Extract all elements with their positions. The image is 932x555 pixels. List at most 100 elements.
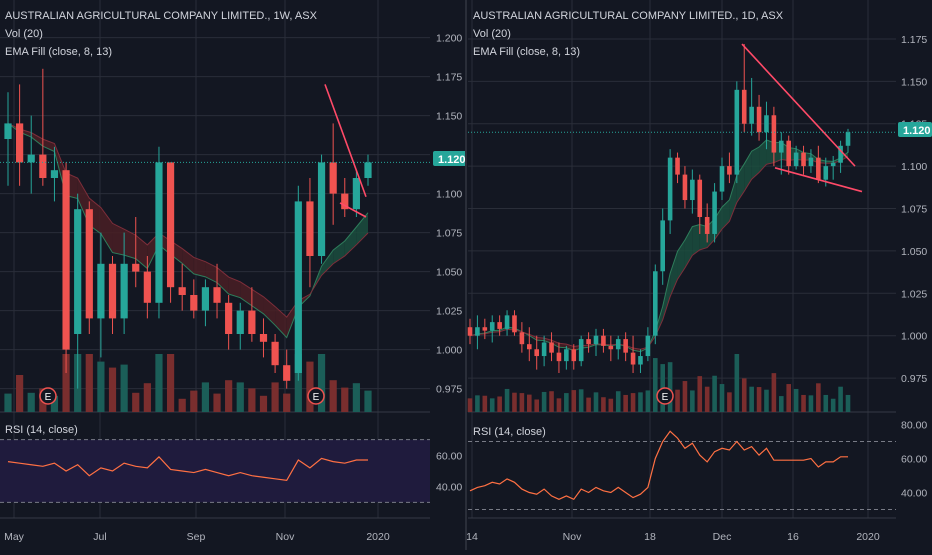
- right-volume-bar: [615, 391, 621, 412]
- right-volume-bars: [467, 354, 851, 412]
- right-candle-body: [556, 352, 562, 362]
- right-volume-bar: [497, 396, 502, 412]
- left-candle-body: [259, 334, 268, 342]
- right-volume-bar: [549, 391, 554, 412]
- left-trend-line: [324, 84, 367, 197]
- left-ema-segment: [344, 227, 357, 256]
- right-rsi-tick: 60.00: [901, 454, 927, 466]
- right-trend-line: [774, 167, 863, 193]
- right-volume-bar: [630, 393, 636, 412]
- right-candle-body: [645, 335, 651, 357]
- right-volume-bar: [489, 398, 495, 412]
- right-volume-bar: [727, 392, 732, 412]
- right-candle-body: [727, 166, 732, 175]
- left-volume-bar: [4, 393, 12, 412]
- left-candle-body: [120, 263, 128, 319]
- right-candle-body: [549, 342, 554, 353]
- right-chart-panel[interactable]: E AUSTRALIAN AGRICULTURAL COMPANY LIMITE…: [466, 0, 932, 543]
- left-time-axis[interactable]: May Jul Sep Nov 2020: [4, 531, 390, 543]
- left-volume-bar: [27, 392, 35, 412]
- left-volume-bar: [225, 380, 233, 412]
- right-candle-body: [741, 89, 747, 124]
- left-price-tick: 1.100: [436, 189, 462, 201]
- right-volume-bar: [771, 373, 777, 412]
- left-volume-bar: [155, 354, 163, 412]
- left-ema-segment: [135, 235, 148, 269]
- right-volume-bar: [593, 392, 599, 412]
- right-candle-body: [512, 315, 517, 333]
- right-candle-body: [697, 179, 703, 217]
- left-volume-bar: [166, 354, 175, 412]
- right-volume-bar: [749, 386, 754, 412]
- right-volume-bar: [578, 389, 584, 412]
- right-price-tick: 1.175: [901, 34, 927, 46]
- left-ema-segment: [275, 306, 287, 338]
- left-candle-body: [364, 162, 372, 178]
- right-volume-bar: [571, 390, 577, 412]
- right-candle-body: [801, 152, 806, 167]
- right-volume-bar: [756, 387, 762, 412]
- right-time-axis[interactable]: 14 Nov 18 Dec 16 2020: [466, 531, 880, 543]
- left-volume-bar: [271, 382, 279, 412]
- right-trend-lines: [741, 43, 863, 193]
- right-price-tick: 0.975: [901, 373, 927, 385]
- left-candle-body: [27, 154, 35, 163]
- right-volume-bar: [801, 394, 806, 412]
- right-candle-body: [623, 339, 628, 353]
- left-candle-body: [178, 287, 186, 295]
- left-last-price-text: 1.120: [438, 154, 466, 166]
- left-volume-bar: [50, 395, 59, 412]
- right-price-axis[interactable]: 1.1751.1501.1251.1001.0751.0501.0251.000…: [901, 34, 927, 385]
- left-trend-line: [339, 202, 367, 218]
- left-volume-bar: [341, 387, 349, 412]
- right-volume-bar: [793, 388, 799, 412]
- right-candle-body: [764, 115, 769, 133]
- right-rsi-pane[interactable]: RSI (14, close) 80.00 60.00 40.00: [468, 420, 927, 510]
- left-candles: [4, 68, 372, 389]
- left-ema-segment: [356, 212, 368, 245]
- left-rsi-axis: 60.00 40.00: [436, 450, 462, 493]
- right-volume-bar: [512, 392, 517, 412]
- left-time-tick: 2020: [366, 531, 390, 543]
- left-last-price-bg: [433, 151, 467, 166]
- right-candle-body: [793, 152, 799, 167]
- right-candle-body: [608, 345, 614, 350]
- right-time-tick: 18: [644, 531, 656, 543]
- left-ema-segment: [217, 267, 229, 295]
- left-volume-bar: [306, 361, 314, 412]
- right-candle-body: [778, 140, 784, 153]
- left-volume-bar: [259, 395, 268, 412]
- left-candle-body: [213, 287, 221, 303]
- right-rsi-tick: 40.00: [901, 488, 927, 500]
- right-volume-bar: [838, 386, 843, 412]
- left-candle-body: [143, 271, 151, 303]
- left-price-tick: 1.025: [436, 306, 462, 318]
- right-volume-bar: [541, 391, 547, 412]
- right-candle-body: [830, 162, 836, 167]
- left-price-tick: 1.000: [436, 345, 462, 357]
- right-last-price-label: 1.120: [898, 122, 932, 137]
- right-ema-segment: [751, 147, 760, 180]
- right-ema-segment: [662, 273, 671, 320]
- right-ema-segment: [692, 224, 700, 256]
- left-volume-bar: [317, 354, 326, 412]
- right-candle-body: [638, 356, 643, 365]
- left-rsi-tick: 60.00: [436, 450, 462, 462]
- right-volume-bar: [823, 394, 829, 412]
- right-candle-body: [682, 174, 688, 201]
- left-candle-body: [50, 170, 59, 178]
- left-rsi-pane[interactable]: RSI (14, close) 60.00 40.00: [0, 424, 462, 503]
- left-volume-bars: [4, 354, 372, 412]
- right-volume-bar: [556, 398, 562, 412]
- right-earnings-markers[interactable]: E: [656, 387, 674, 405]
- left-trend-lines: [324, 84, 367, 218]
- right-grid: [468, 0, 896, 519]
- left-candle-body: [294, 201, 302, 373]
- left-earnings-marker: [307, 387, 325, 405]
- left-candle-body: [236, 310, 244, 334]
- right-price-tick: 1.150: [901, 76, 927, 88]
- right-volume-bar: [778, 396, 784, 412]
